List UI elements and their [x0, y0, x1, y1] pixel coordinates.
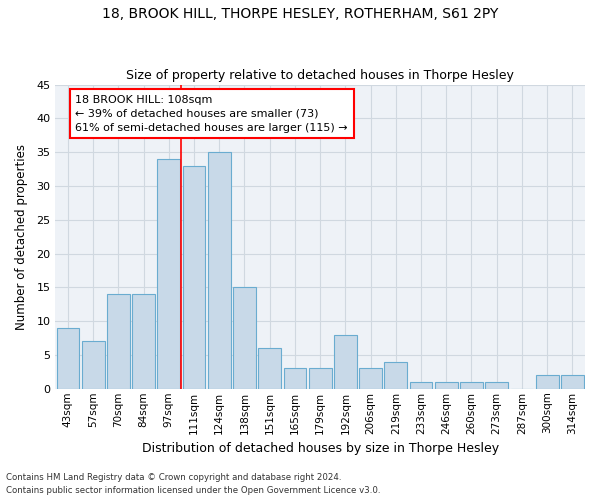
Bar: [259, 348, 281, 389]
Bar: [536, 375, 559, 389]
Bar: [435, 382, 458, 389]
Bar: [334, 334, 357, 389]
Bar: [132, 294, 155, 389]
Bar: [208, 152, 230, 389]
Bar: [284, 368, 306, 389]
Bar: [385, 362, 407, 389]
Text: Contains HM Land Registry data © Crown copyright and database right 2024.
Contai: Contains HM Land Registry data © Crown c…: [6, 474, 380, 495]
Bar: [157, 159, 180, 389]
Bar: [82, 342, 104, 389]
Bar: [485, 382, 508, 389]
Text: 18 BROOK HILL: 108sqm
← 39% of detached houses are smaller (73)
61% of semi-deta: 18 BROOK HILL: 108sqm ← 39% of detached …: [76, 94, 348, 132]
Text: 18, BROOK HILL, THORPE HESLEY, ROTHERHAM, S61 2PY: 18, BROOK HILL, THORPE HESLEY, ROTHERHAM…: [102, 8, 498, 22]
Bar: [56, 328, 79, 389]
Bar: [460, 382, 483, 389]
Bar: [561, 375, 584, 389]
Bar: [233, 288, 256, 389]
Bar: [107, 294, 130, 389]
Bar: [182, 166, 205, 389]
Bar: [410, 382, 433, 389]
Y-axis label: Number of detached properties: Number of detached properties: [15, 144, 28, 330]
Bar: [309, 368, 332, 389]
Bar: [359, 368, 382, 389]
Title: Size of property relative to detached houses in Thorpe Hesley: Size of property relative to detached ho…: [126, 69, 514, 82]
X-axis label: Distribution of detached houses by size in Thorpe Hesley: Distribution of detached houses by size …: [142, 442, 499, 455]
